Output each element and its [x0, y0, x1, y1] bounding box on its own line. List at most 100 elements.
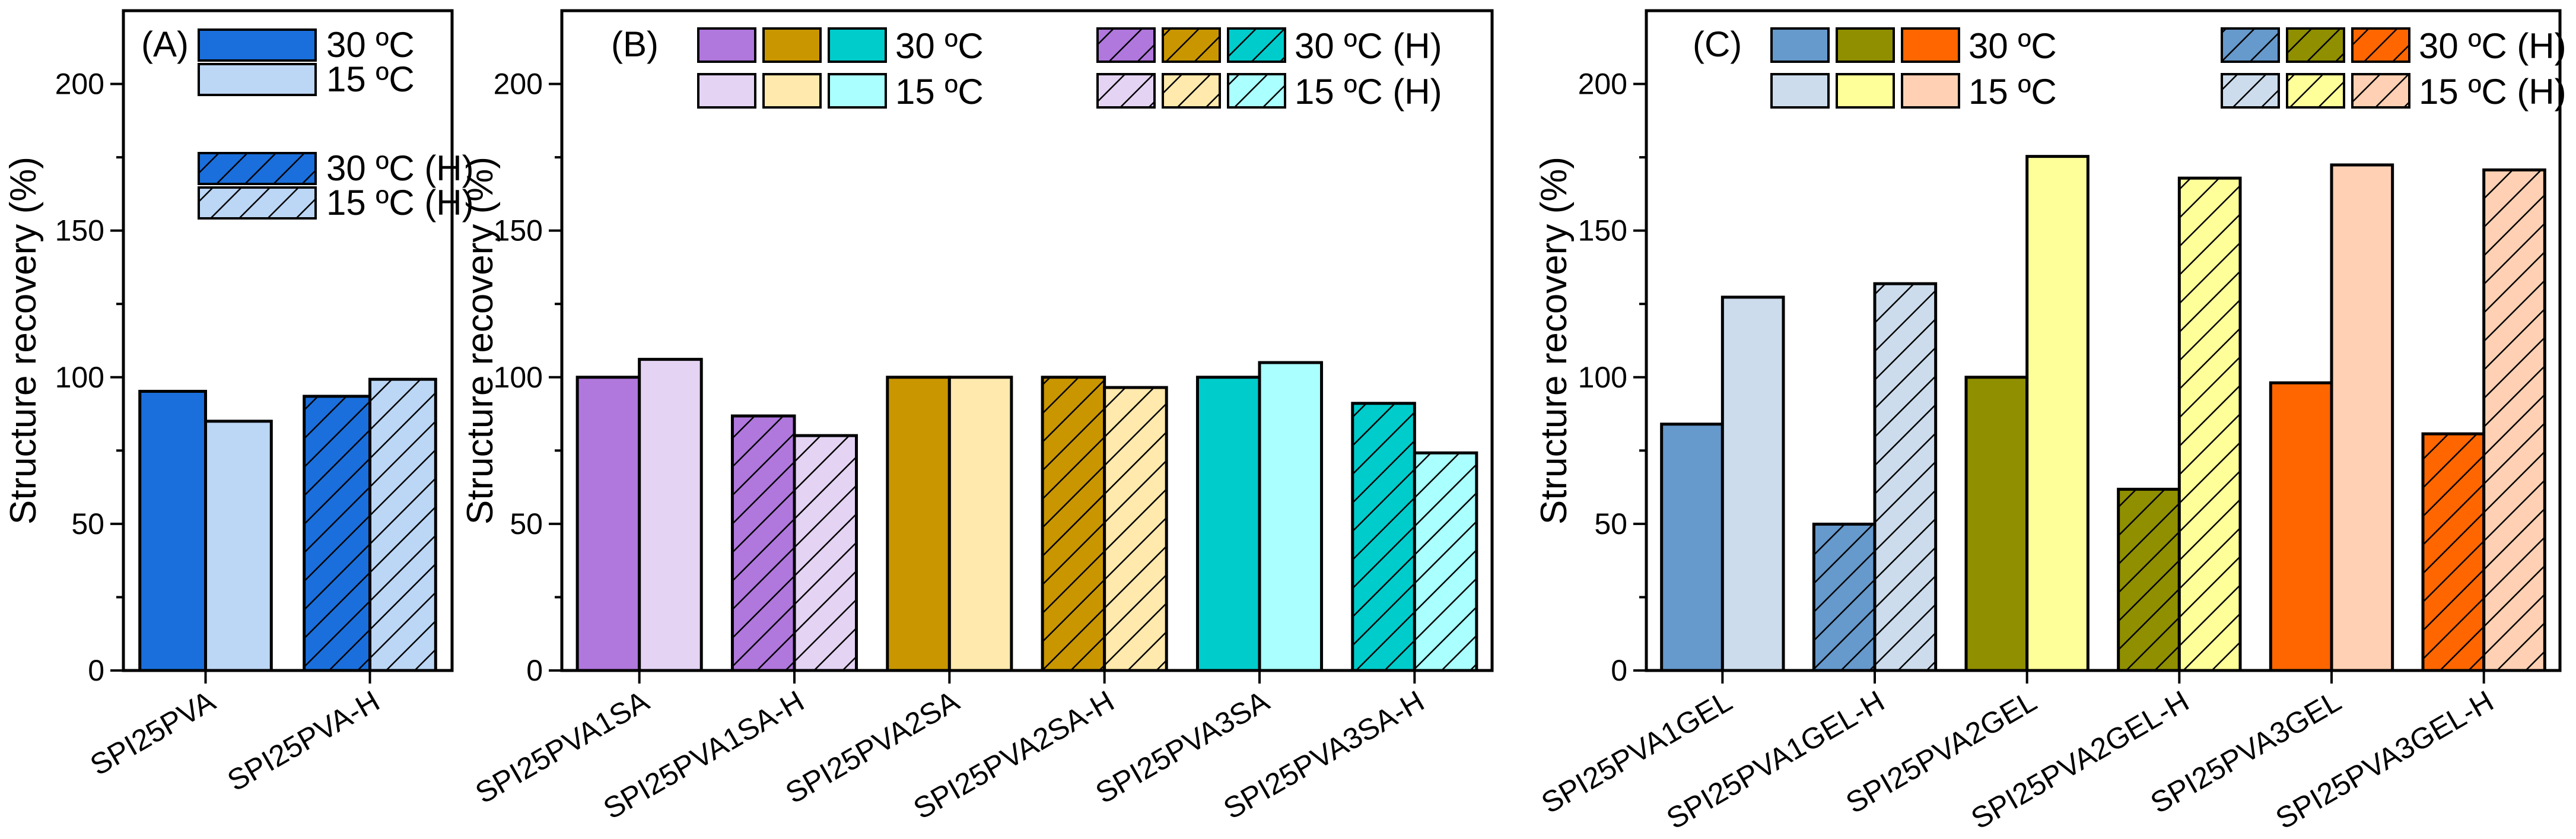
y-tick-label: 0 — [526, 654, 543, 687]
y-tick-label: 0 — [88, 654, 104, 687]
y-tick-label: 150 — [1578, 214, 1627, 247]
bar-spi25pva3gel-h-15c — [2482, 168, 2546, 672]
y-tick-label: 200 — [1578, 68, 1627, 101]
y-tick-label: 200 — [494, 68, 543, 101]
legend-swatch — [828, 73, 887, 109]
legend-swatch — [697, 27, 756, 63]
y-tick-label: 100 — [1578, 361, 1627, 394]
bar-spi25pva1sa-30c — [575, 376, 641, 672]
plot-frame — [122, 9, 454, 672]
bar-spi25pva2sa-h-30c — [1041, 376, 1106, 672]
legend-swatch — [1901, 73, 1960, 109]
bar-spi25pva3gel-15c — [2330, 163, 2394, 672]
bar-spi25pva2gel-h-15c — [2177, 176, 2242, 672]
legend-swatch — [2351, 27, 2410, 63]
legend-swatch — [2351, 73, 2410, 109]
bar-spi25pva3sa-h-15c — [1413, 451, 1478, 672]
legend-swatch — [198, 152, 317, 185]
legend-swatch — [1836, 27, 1895, 63]
legend-label: 30 ºC (H) — [326, 148, 474, 188]
y-tick-label: 0 — [1611, 654, 1627, 687]
bar-spi25pva3gel-30c — [2269, 381, 2333, 672]
bar-spi25pva2gel-h-30c — [2117, 488, 2181, 672]
bar-spi25pva2sa-30c — [886, 376, 951, 672]
legend-swatch — [2286, 27, 2345, 63]
legend-swatch — [2221, 27, 2280, 63]
bar-spi25pva2gel-30c — [1964, 376, 2029, 672]
legend-label: 15 ºC (H) — [326, 183, 474, 223]
y-tick-label: 200 — [55, 68, 104, 101]
legend-swatch — [2286, 73, 2345, 109]
legend-label: 15 ºC (H) — [1295, 72, 1442, 112]
y-tick-label: 150 — [55, 214, 104, 247]
legend-swatch — [1836, 73, 1895, 109]
legend-label: 15 ºC — [1968, 72, 2057, 112]
bar-spi25pva3sa-15c — [1258, 361, 1324, 672]
legend-label: 30 ºC — [1968, 26, 2057, 66]
legend-swatch — [2221, 73, 2280, 109]
y-tick-label: 100 — [494, 361, 543, 394]
legend-swatch — [1901, 27, 1960, 63]
plot-frame — [560, 9, 1494, 672]
y-axis-label: Structure recovery (%) — [1534, 157, 1575, 525]
bar-spi25pva1gel-h-15c — [1873, 282, 1938, 672]
bar-spi25pva2sa-15c — [947, 376, 1013, 672]
bar-spi25pva3sa-30c — [1195, 376, 1261, 672]
legend: 30 ºC 15 ºC 30 ºC (H) 15 ºC (H) — [697, 26, 1442, 112]
legend-swatch — [1770, 73, 1830, 109]
panel-a: 0 50 100 150 200 Structure recovery (%) SPI25P… — [3, 9, 474, 797]
legend-swatch — [1770, 27, 1830, 63]
bar-spi25pva2gel-15c — [2025, 155, 2090, 672]
legend-swatch — [762, 27, 822, 63]
y-axis-label: Structure recovery (%) — [3, 157, 44, 525]
legend-swatch — [762, 73, 822, 109]
panel-label: (B) — [611, 24, 659, 64]
y-axis-label: Structure recovery (%) — [460, 157, 501, 525]
bar-spi25pva-15c — [204, 420, 273, 672]
legend-swatch — [697, 73, 756, 109]
y-tick-label: 50 — [1594, 507, 1627, 541]
bar-spi25pva2sa-h-15c — [1103, 386, 1168, 672]
bar-spi25pva1gel-h-30c — [1812, 522, 1877, 672]
bar-spi25pva1gel-30c — [1660, 422, 1724, 672]
legend-swatch — [828, 27, 887, 63]
legend-swatch — [1227, 27, 1286, 63]
legend: 30 ºC 15 ºC 30 ºC (H) 15 ºC (H) — [1770, 26, 2567, 112]
bar-spi25pva1sa-h-15c — [793, 434, 858, 672]
legend-swatch — [198, 28, 317, 62]
legend-label: 15 ºC (H) — [2419, 72, 2567, 112]
panel-label: (C) — [1693, 24, 1742, 64]
legend-swatch — [198, 186, 317, 220]
bar-spi25pva3sa-h-30c — [1351, 402, 1416, 672]
plot-frame — [1645, 9, 2562, 672]
legend-label: 30 ºC — [326, 25, 415, 65]
y-tick-label: 50 — [510, 507, 543, 541]
bar-spi25pva3gel-h-30c — [2421, 432, 2486, 672]
legend-swatch — [1227, 73, 1286, 109]
legend-swatch — [1162, 73, 1221, 109]
legend-swatch — [1096, 73, 1156, 109]
legend-label: 15 ºC — [895, 72, 984, 112]
bar-spi25pva1gel-15c — [1720, 295, 1785, 672]
bar-spi25pva-h-30c — [303, 395, 372, 672]
x-tick-label: SPI25PVA — [85, 684, 221, 782]
y-tick-label: 50 — [71, 507, 104, 541]
legend-swatch — [1162, 27, 1221, 63]
x-tick-label: SPI25PVA-H — [222, 684, 385, 797]
legend-label: 30 ºC (H) — [1295, 26, 1442, 66]
bar-spi25pva1sa-h-30c — [730, 414, 796, 672]
bar-spi25pva-30c — [138, 390, 207, 672]
bar-spi25pva1sa-15c — [638, 358, 703, 672]
y-tick-label: 150 — [494, 214, 543, 247]
legend-label: 30 ºC — [895, 26, 984, 66]
legend-label: 15 ºC — [326, 59, 415, 99]
legend-swatch — [1096, 27, 1156, 63]
panel-label: (A) — [141, 24, 189, 64]
legend-swatch — [198, 63, 317, 96]
y-tick-label: 100 — [55, 361, 104, 394]
legend-label: 30 ºC (H) — [2419, 26, 2567, 66]
